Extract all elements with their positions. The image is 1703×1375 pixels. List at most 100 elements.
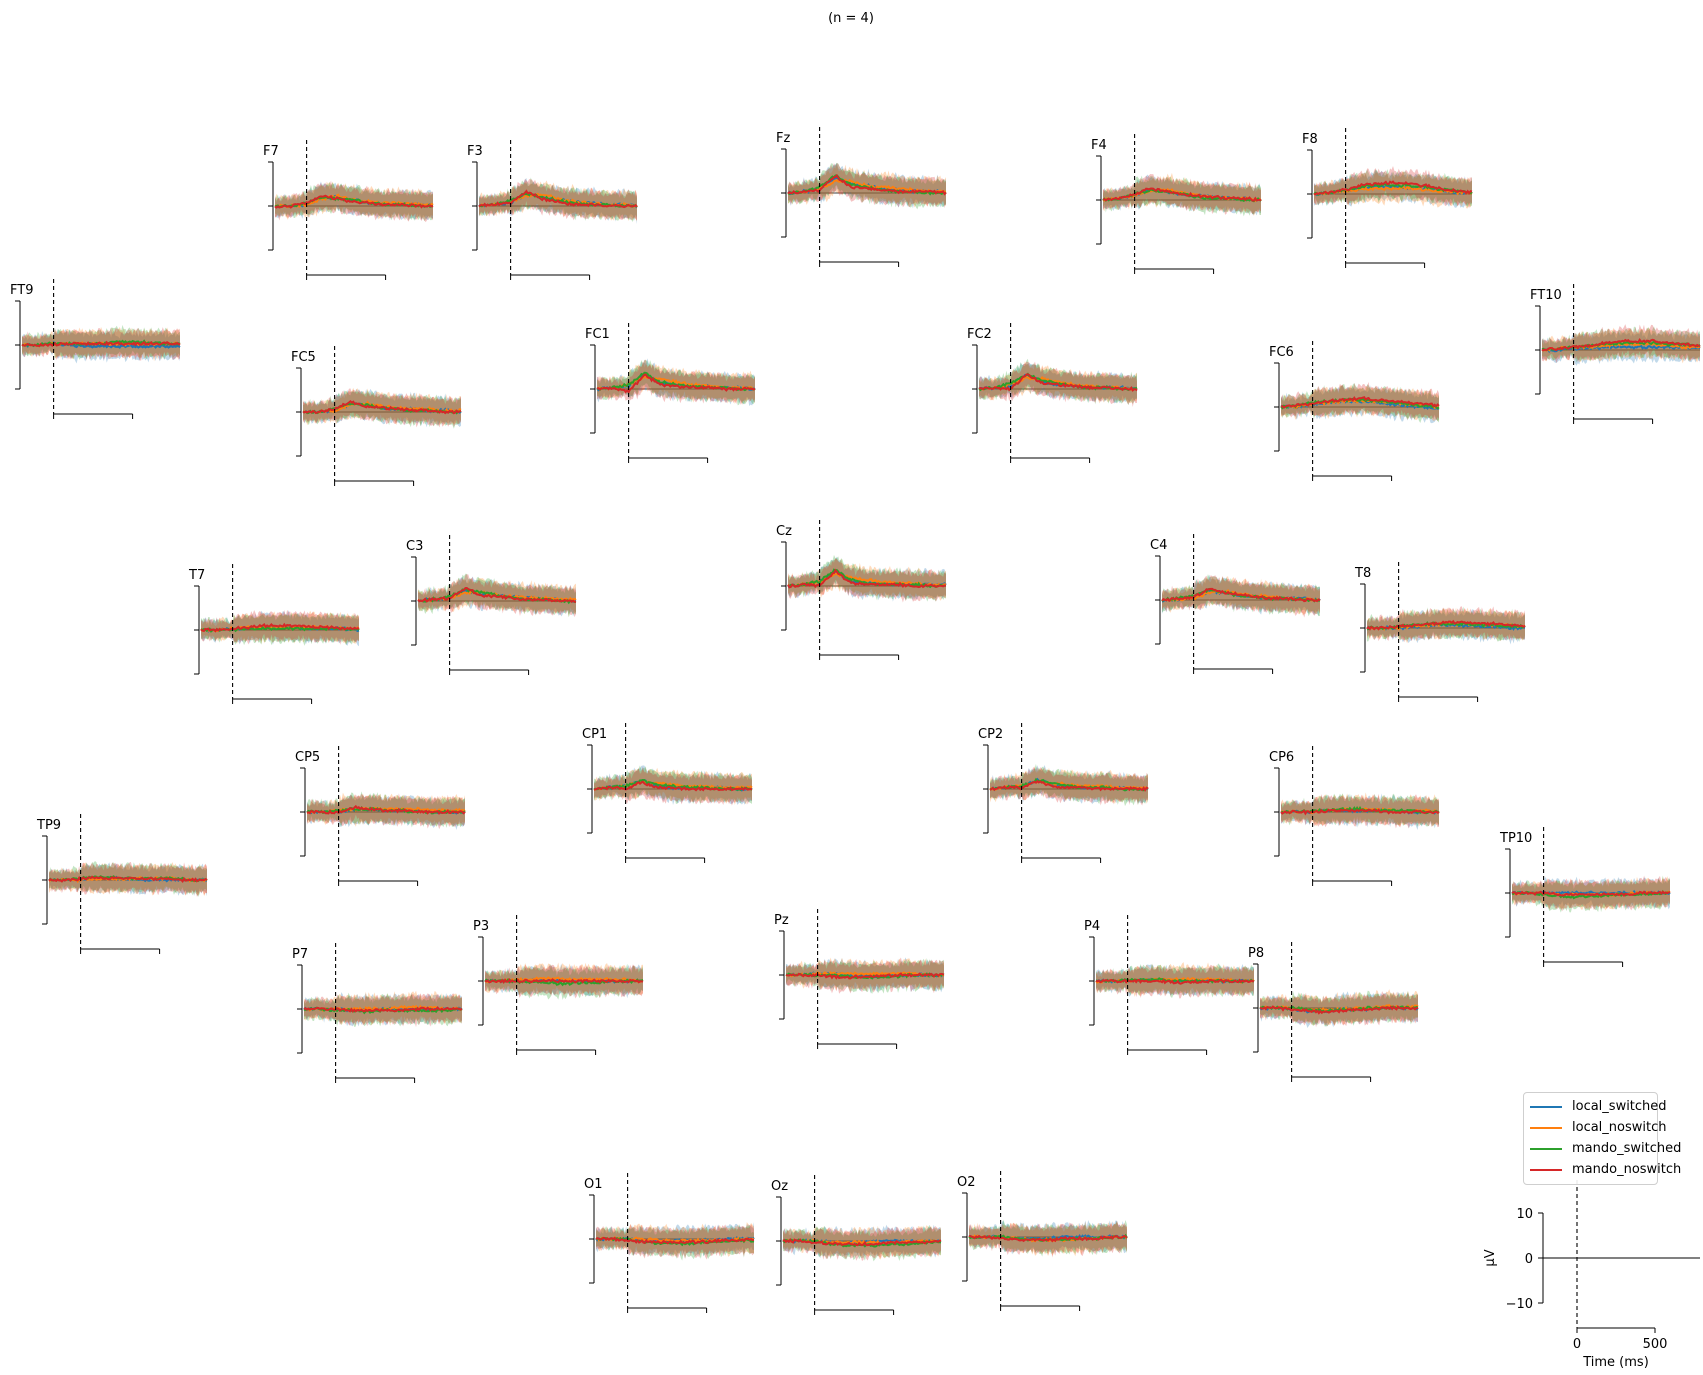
channel-label: FC6 <box>1269 345 1294 360</box>
series-line-mando_noswitch <box>1280 395 1440 409</box>
series-line-mando_noswitch <box>1313 180 1473 196</box>
channel-label: Cz <box>776 524 792 539</box>
legend-item-mando-switched: mando_switched <box>1530 1138 1681 1159</box>
channel-label: P4 <box>1084 919 1100 934</box>
series-line-mando_noswitch <box>785 972 945 980</box>
series-line-mando_noswitch <box>1102 187 1262 202</box>
channel-panel-fc1: FC1 <box>585 323 756 463</box>
legend-label: local_noswitch <box>1572 1120 1667 1135</box>
channel-panel-tp10: TP10 <box>1499 827 1671 967</box>
series-line-mando_noswitch <box>484 978 644 984</box>
series-line-mando_noswitch <box>782 1237 941 1247</box>
series-line-mando_noswitch <box>200 622 359 633</box>
channel-label: F8 <box>1302 132 1318 147</box>
channel-panel-fc5: FC5 <box>291 346 462 486</box>
channel-label: FC1 <box>585 327 610 342</box>
channel-panel-oz: Oz <box>771 1175 942 1315</box>
ci-band-local_switched <box>788 556 946 602</box>
series-line-mando_noswitch <box>1161 587 1321 603</box>
channel-panel-o1: O1 <box>584 1173 755 1313</box>
ref-xtick-label-0: 0 <box>1573 1337 1581 1352</box>
channel-panel-c3: C3 <box>406 535 577 675</box>
channel-label: CP5 <box>295 750 320 765</box>
channel-panel-cp2: CP2 <box>978 723 1149 863</box>
ci-band-mando_switched <box>597 359 755 406</box>
channel-panel-tp9: TP9 <box>36 814 208 954</box>
channel-panel-f4: F4 <box>1091 134 1262 274</box>
ci-band-local_noswitch <box>1512 876 1670 911</box>
ref-xlabel: Time (ms) <box>1582 1355 1649 1370</box>
series-line-mando_noswitch <box>21 340 181 348</box>
series-line-mando_noswitch <box>1259 1005 1419 1015</box>
channel-label: P7 <box>292 947 308 962</box>
series-line-mando_noswitch <box>1541 338 1701 352</box>
channel-label: F3 <box>467 144 483 159</box>
series-line-mando_noswitch <box>596 373 756 394</box>
channel-label: FC2 <box>967 327 992 342</box>
channel-panel-f3: F3 <box>467 140 638 280</box>
series-line-mando_noswitch <box>417 586 577 603</box>
channel-panel-cp1: CP1 <box>582 723 753 863</box>
channel-panel-f7: F7 <box>263 140 434 280</box>
ci-band-local_noswitch <box>1542 327 1700 364</box>
channel-label: FC5 <box>291 350 316 365</box>
channel-panel-o2: O2 <box>957 1171 1128 1311</box>
channel-label: P8 <box>1248 946 1264 961</box>
ref-ylabel: µV <box>1483 1249 1498 1266</box>
ci-band-mando_switched <box>788 554 946 602</box>
channel-panel-fc6: FC6 <box>1269 341 1440 481</box>
channel-panel-cp6: CP6 <box>1269 746 1440 886</box>
legend-swatch <box>1530 1147 1562 1150</box>
series-line-mando_noswitch <box>595 1236 754 1245</box>
channel-panel-t8: T8 <box>1354 562 1526 702</box>
ci-band-local_switched <box>1367 609 1525 645</box>
legend-label: mando_switched <box>1572 1141 1682 1156</box>
channel-label: O1 <box>584 1177 603 1192</box>
channel-label: Oz <box>771 1179 788 1194</box>
series-line-mando_noswitch <box>48 875 208 883</box>
channel-label: F4 <box>1091 138 1107 153</box>
legend-item-local-switched: local_switched <box>1530 1096 1667 1117</box>
channel-panel-cp5: CP5 <box>295 746 466 886</box>
series-line-mando_noswitch <box>989 779 1149 792</box>
channel-panel-ft10: FT10 <box>1530 284 1701 424</box>
channel-label: T8 <box>1354 566 1371 581</box>
series-line-mando_noswitch <box>1095 978 1255 985</box>
channel-panel-fz: Fz <box>776 127 947 267</box>
legend: local_switched local_noswitch mando_swit… <box>1523 1092 1681 1185</box>
channel-label: C3 <box>406 539 423 554</box>
channel-label: O2 <box>957 1175 976 1190</box>
ci-band-local_switched <box>1281 385 1439 424</box>
channel-panels: F7 F3 Fz F4 F8 FT9 FC5 FC1 FC2 FC6 FT10 T7 C3 Cz C4 T8 T… <box>10 127 1701 1315</box>
legend-swatch <box>1530 1105 1562 1108</box>
channel-label: T7 <box>188 568 205 583</box>
legend-item-mando-noswitch: mando_noswitch <box>1530 1159 1681 1180</box>
series-line-mando_noswitch <box>968 1234 1128 1243</box>
ref-ytick-label-0: 0 <box>1525 1252 1533 1267</box>
ref-xtick-label-500: 500 <box>1643 1337 1668 1352</box>
legend-swatch <box>1530 1126 1562 1129</box>
channel-label: TP10 <box>1499 831 1532 846</box>
series-line-mando_noswitch <box>1280 808 1440 816</box>
ref-ytick-label-10: 10 <box>1516 1207 1533 1222</box>
channel-panel-fc2: FC2 <box>967 323 1138 463</box>
channel-label: CP6 <box>1269 750 1294 765</box>
figure-title: (n = 4) <box>828 11 874 26</box>
channel-label: P3 <box>473 919 489 934</box>
channel-panel-cz: Cz <box>776 520 947 660</box>
legend-item-local-noswitch: local_noswitch <box>1530 1117 1667 1138</box>
series-line-mando_noswitch <box>274 194 434 209</box>
channel-panel-p4: P4 <box>1084 915 1255 1055</box>
series-line-mando_switched <box>1280 397 1440 410</box>
channel-label: FT9 <box>10 283 33 298</box>
channel-panel-ft9: FT9 <box>10 279 181 419</box>
channel-panel-p3: P3 <box>473 915 644 1055</box>
channel-panel-t7: T7 <box>188 564 360 704</box>
series-line-mando_noswitch <box>1511 890 1671 898</box>
channel-panel-c4: C4 <box>1150 534 1321 674</box>
channel-panel-f8: F8 <box>1302 128 1473 268</box>
series-line-mando_noswitch <box>302 399 462 415</box>
channel-label: CP2 <box>978 727 1003 742</box>
channel-label: FT10 <box>1530 288 1562 303</box>
